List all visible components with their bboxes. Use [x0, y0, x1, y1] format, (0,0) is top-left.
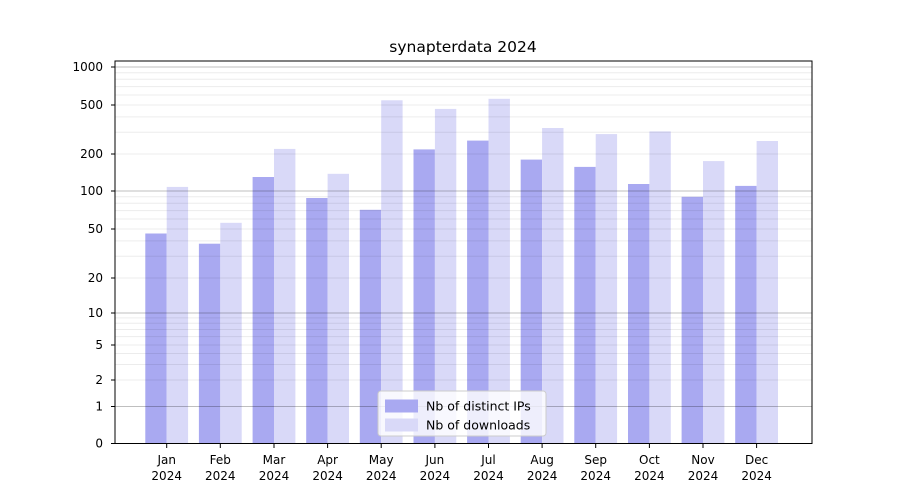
x-tick-label-month-sep: Sep	[584, 453, 607, 467]
y-tick-label-20: 20	[88, 271, 103, 285]
bar-nb-of-downloads-aug	[542, 128, 564, 444]
bar-nb-of-distinct-ips-feb	[198, 243, 221, 444]
x-tick-label-year-may: 2024	[366, 469, 397, 483]
y-tick-label-2: 2	[95, 373, 103, 387]
x-tick-label-month-jul: Jul	[480, 453, 495, 467]
gridlines-layer	[115, 66, 812, 407]
bar-nb-of-distinct-ips-mar	[252, 177, 274, 444]
x-tick-label-year-jan: 2024	[151, 469, 182, 483]
x-tick-label-month-mar: Mar	[263, 453, 286, 467]
legend-swatch-distinct-ips	[385, 399, 418, 413]
bar-nb-of-downloads-feb	[220, 222, 242, 444]
x-tick-label-month-oct: Oct	[639, 453, 660, 467]
bar-nb-of-distinct-ips-jan	[145, 233, 167, 444]
bar-nb-of-downloads-dec	[756, 141, 778, 444]
tick-labels-layer: 0 1 2 5 10 20 50 100 200 500 1000 Jan 2024 Feb 2024 Mar…	[72, 60, 771, 483]
x-tick-label-year-jun: 2024	[420, 469, 451, 483]
legend-swatch-downloads	[385, 418, 418, 432]
x-tick-label-month-jun: Jun	[425, 453, 445, 467]
bar-nb-of-downloads-sep	[595, 134, 618, 444]
y-tick-label-200: 200	[80, 147, 103, 161]
bar-nb-of-downloads-jan	[166, 186, 189, 444]
bar-nb-of-downloads-nov	[703, 161, 725, 444]
y-tick-label-1000: 1000	[72, 60, 103, 74]
x-tick-label-year-mar: 2024	[259, 469, 290, 483]
y-tick-label-10: 10	[88, 306, 103, 320]
x-tick-label-month-nov: Nov	[691, 453, 714, 467]
x-tick-label-year-apr: 2024	[312, 469, 343, 483]
bar-nb-of-distinct-ips-oct	[628, 184, 650, 444]
x-tick-label-year-nov: 2024	[688, 469, 719, 483]
y-tick-label-100: 100	[80, 184, 103, 198]
bar-nb-of-downloads-jun	[434, 108, 457, 444]
legend: Nb of distinct IPs Nb of downloads	[377, 390, 547, 437]
y-tick-label-0: 0	[95, 437, 103, 451]
bar-nb-of-distinct-ips-aug	[520, 159, 543, 444]
bar-nb-of-downloads-apr	[327, 173, 349, 444]
bar-nb-of-distinct-ips-sep	[574, 166, 596, 444]
legend-label-distinct-ips: Nb of distinct IPs	[426, 399, 531, 414]
plot-border	[114, 60, 813, 444]
bar-nb-of-downloads-jul	[488, 98, 510, 444]
bar-nb-of-distinct-ips-dec	[735, 185, 757, 444]
x-tick-label-month-apr: Apr	[317, 453, 338, 467]
axes-layer	[111, 60, 813, 448]
y-tick-label-500: 500	[80, 98, 103, 112]
bar-nb-of-distinct-ips-nov	[681, 196, 703, 444]
x-tick-label-year-aug: 2024	[527, 469, 558, 483]
x-tick-label-year-feb: 2024	[205, 469, 236, 483]
bar-nb-of-downloads-may	[381, 100, 403, 444]
bar-nb-of-distinct-ips-jul	[467, 140, 489, 444]
y-tick-label-5: 5	[95, 338, 103, 352]
bar-nb-of-downloads-oct	[649, 131, 671, 444]
y-tick-label-50: 50	[88, 222, 103, 236]
bar-nb-of-downloads-mar	[274, 148, 296, 444]
legend-label-downloads: Nb of downloads	[426, 418, 530, 433]
bars-layer	[145, 98, 778, 444]
bar-nb-of-distinct-ips-apr	[306, 198, 328, 444]
x-tick-label-year-oct: 2024	[634, 469, 665, 483]
x-tick-label-month-aug: Aug	[530, 453, 553, 467]
x-tick-label-month-jan: Jan	[156, 453, 176, 467]
legend-box	[377, 390, 547, 437]
y-tick-label-1: 1	[95, 400, 103, 414]
x-tick-label-year-dec: 2024	[741, 469, 772, 483]
x-tick-label-month-feb: Feb	[210, 453, 231, 467]
x-tick-label-year-sep: 2024	[580, 469, 611, 483]
x-tick-label-year-jul: 2024	[473, 469, 504, 483]
bar-nb-of-distinct-ips-jun	[413, 149, 435, 444]
bar-nb-of-distinct-ips-may	[359, 209, 382, 444]
x-tick-label-month-dec: Dec	[745, 453, 768, 467]
x-tick-label-month-may: May	[369, 453, 394, 467]
chart-title: synapterdata 2024	[389, 38, 536, 56]
